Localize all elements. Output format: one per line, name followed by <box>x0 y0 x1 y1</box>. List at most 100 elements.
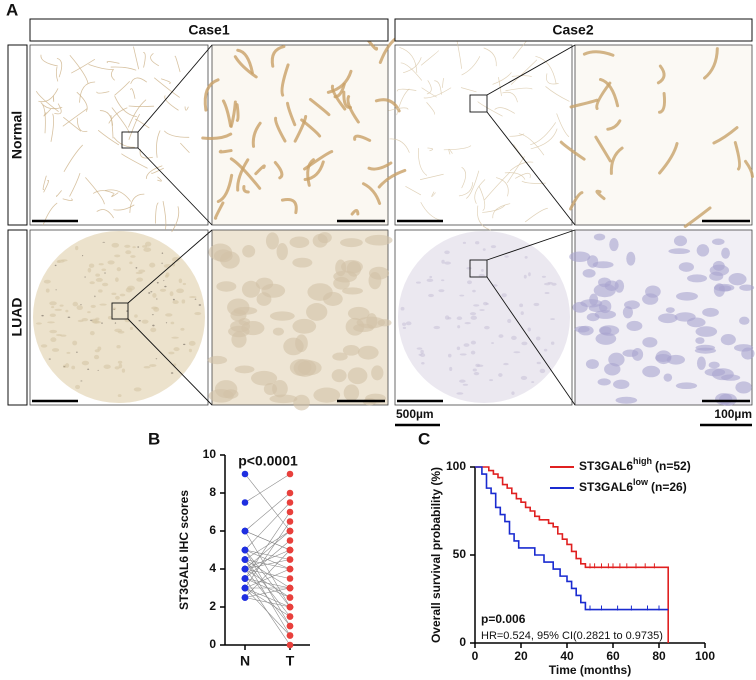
tissue-strand <box>40 102 63 110</box>
tissue-strand <box>509 133 525 137</box>
tissue-cell <box>587 255 599 268</box>
tissue-strand <box>145 165 163 180</box>
tissue-strand <box>595 189 606 201</box>
tissue-strand <box>361 182 382 205</box>
dot <box>286 584 294 592</box>
tissue-cell <box>60 334 67 337</box>
zoom-line <box>486 276 576 406</box>
tissue-cell <box>658 313 678 324</box>
tissue-cell <box>507 318 512 324</box>
tissue-cell <box>343 384 360 402</box>
tissue-strand <box>71 59 95 74</box>
tissue-cell <box>92 319 99 324</box>
tissue-cell <box>317 232 332 244</box>
tissue-cell <box>490 245 497 249</box>
tissue-cell <box>441 279 445 282</box>
tissue-cell <box>130 255 136 258</box>
tissue-cell <box>463 343 470 347</box>
tissue-strand <box>160 78 171 84</box>
tissue-cell <box>569 251 591 263</box>
tissue-cell <box>524 256 528 259</box>
tissue-strand <box>388 107 409 112</box>
column-header: Case1 <box>188 22 229 38</box>
tissue-cell <box>172 298 175 301</box>
tissue-cell <box>456 316 463 321</box>
scale-label: 100µm <box>714 407 752 421</box>
tissue-cell <box>48 358 51 360</box>
tissue-cell <box>718 393 737 406</box>
tissue-strand <box>308 97 331 117</box>
tissue-strand <box>504 172 526 180</box>
tissue-cell <box>543 348 548 352</box>
tissue-strand <box>174 55 181 73</box>
tissue-cell <box>134 314 138 318</box>
tissue-cell <box>418 353 422 356</box>
tissue-strand <box>683 206 712 228</box>
tissue-strand <box>155 202 159 224</box>
tissue-cell <box>503 362 509 366</box>
tissue-cell <box>107 315 113 320</box>
tissue-strand <box>492 72 512 85</box>
tissue-cell <box>595 332 617 345</box>
legend-label: ST3GAL6low (n=26) <box>579 477 687 494</box>
tissue-strand <box>62 198 73 201</box>
tissue-cell <box>520 311 524 316</box>
tissue-cell <box>695 337 705 344</box>
tissue-strand <box>458 182 473 197</box>
tissue-cell <box>216 281 237 292</box>
tissue-cell <box>687 274 708 283</box>
tissue-cell <box>347 306 370 320</box>
tissue-strand <box>518 133 545 156</box>
legend-label: ST3GAL6high (n=52) <box>579 456 691 473</box>
dot <box>241 470 249 478</box>
dot <box>286 575 294 582</box>
dot <box>241 499 249 506</box>
tissue-cell <box>71 365 76 370</box>
tissue-cell <box>63 366 66 368</box>
tissue-cell <box>93 354 100 360</box>
tissue-cell <box>49 329 58 334</box>
tissue-cell <box>456 346 461 351</box>
image-frame <box>211 44 389 226</box>
tissue-strand <box>477 101 503 117</box>
tissue-cell <box>735 381 752 394</box>
tissue-strand <box>505 87 533 92</box>
tissue-cell <box>544 291 550 294</box>
tissue-cell <box>231 331 247 348</box>
tissue-strand <box>273 161 284 180</box>
tissue-cell <box>459 379 466 383</box>
tissue-cell <box>161 252 164 254</box>
tissue-cell <box>709 264 730 276</box>
tissue-strand <box>113 137 135 148</box>
tissue-strand <box>594 135 612 163</box>
tissue-cell <box>482 248 486 251</box>
tissue-cell <box>263 383 278 395</box>
tissue-cell <box>143 247 152 252</box>
tissue-strand <box>129 193 145 214</box>
tissue-cell <box>163 280 165 282</box>
tissue-cell <box>479 309 485 312</box>
dot <box>286 632 294 639</box>
tissue-strand <box>69 55 89 84</box>
tissue-cell <box>708 361 720 369</box>
tissue-cell <box>51 306 55 309</box>
tissue-strand <box>556 113 570 137</box>
pair-line <box>244 473 291 532</box>
tissue-cell <box>168 351 175 355</box>
tissue-cell <box>444 315 450 320</box>
tissue-cell <box>400 306 405 311</box>
zoom-box <box>469 259 488 278</box>
tissue-strand <box>157 176 162 182</box>
tissue-cell <box>457 325 461 329</box>
tissue-strand <box>502 91 518 103</box>
tissue-strand <box>85 177 105 205</box>
row-header: Normal <box>9 111 25 159</box>
tissue-strand <box>569 98 599 109</box>
tissue-cell <box>675 382 698 390</box>
tissue-strand <box>482 204 506 213</box>
tissue-cell <box>696 356 706 370</box>
dot <box>286 508 294 516</box>
tissue-strand <box>442 78 445 88</box>
tissue-cell <box>578 325 594 336</box>
pair-line <box>244 540 291 579</box>
